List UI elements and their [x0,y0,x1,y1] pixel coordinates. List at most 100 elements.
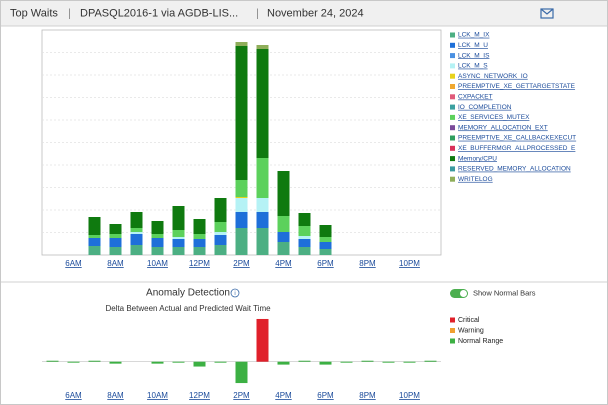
bar-segment [88,246,101,255]
legend-swatch [450,114,455,120]
bar-segment [88,235,101,238]
bar-segment [193,239,206,247]
legend-label[interactable]: LCK_M_IX [458,32,490,39]
legend-label[interactable]: LCK_M_S [458,63,488,70]
legend-swatch [450,338,455,344]
legend-swatch [450,104,455,110]
bar-segment [319,249,332,255]
bar-segment [319,237,332,242]
legend-label[interactable]: Memory/CPU [458,155,497,162]
header-separator: | [68,7,71,19]
legend-label[interactable]: XE_BUFFERMGR_ALLPROCESSED_E [458,145,576,152]
anomaly-subtitle: Delta Between Actual and Predicted Wait … [105,304,271,313]
bar-segment [256,158,269,198]
legend-swatch [450,166,455,172]
legend-swatch [450,317,455,323]
toggle-knob[interactable] [460,290,467,297]
x-tick-label[interactable]: 4PM [275,391,292,400]
bar-segment [277,171,290,216]
bar-segment [109,247,122,255]
x-tick-label[interactable]: 8AM [107,391,124,400]
x-tick-label[interactable]: 8PM [359,391,376,400]
legend-label[interactable]: PREEMPTIVE_XE_CALLBACKEXECUT [458,135,576,142]
bar-segment [130,228,143,232]
bar-segment [172,206,185,230]
legend-label[interactable]: ASYNC_NETWORK_IO [458,73,528,80]
bar-segment [298,247,311,255]
legend-label[interactable]: PREEMPTIVE_XE_GETTARGETSTATE [458,83,576,90]
x-tick-label[interactable]: 12PM [189,391,210,400]
header-date: November 24, 2024 [267,7,364,19]
x-tick-label[interactable]: 6AM [65,391,82,400]
legend-label[interactable]: RESERVED_MEMORY_ALLOCATION [458,166,571,173]
bar-segment [151,247,164,255]
info-icon[interactable] [230,288,240,298]
bar-segment [214,222,227,232]
legend-label[interactable]: IO_COMPLETION [458,104,512,111]
bar-segment [109,224,122,234]
x-tick-label[interactable]: 10AM [147,391,168,400]
toggle-label[interactable]: Show Normal Bars [473,288,536,297]
bar-segment [298,226,311,236]
legend-swatch [450,328,455,333]
bar-segment [235,228,248,255]
header-bar [1,1,607,26]
bar-segment [193,219,206,234]
bar-segment [172,247,185,255]
x-tick-label[interactable]: 8PM [359,259,376,268]
bar-segment [109,361,122,364]
x-tick-label[interactable]: 10AM [147,259,168,268]
legend-label[interactable]: LCK_M_U [458,42,488,49]
legend-swatch [450,73,455,79]
legend-swatch [450,156,455,162]
bar-segment [256,198,269,212]
x-tick-label[interactable]: 6AM [65,259,82,268]
bar-segment [235,197,248,198]
bar-segment [130,245,143,255]
bar-segment [193,247,206,255]
x-tick-label[interactable]: 10PM [399,391,420,400]
bar-segment [46,360,59,362]
bar-segment [130,232,143,234]
bar-segment [256,228,269,255]
x-tick-label[interactable]: 6PM [317,391,334,400]
mail-icon[interactable] [540,8,554,19]
x-tick-label[interactable]: 12PM [189,259,210,268]
x-tick-label[interactable]: 2PM [233,259,250,268]
legend-swatch [450,63,455,69]
bar-segment [235,198,248,212]
bar-segment [172,230,185,237]
bar-segment [151,361,164,364]
bar-segment [235,180,248,197]
mail-icon-body[interactable] [540,8,554,19]
bar-segment [193,361,206,367]
bar-segment [277,232,290,242]
bar-segment [214,232,227,235]
bar-segment [130,212,143,228]
bar-segment [319,225,332,237]
legend-label[interactable]: WRITELOG [458,176,493,183]
bar-segment [214,245,227,255]
legend-label[interactable]: XE_SERVICES_MUTEX [458,114,530,121]
legend-swatch [450,32,455,38]
legend-label[interactable]: MEMORY_ALLOCATION_EXT [458,124,548,131]
x-tick-label[interactable]: 2PM [233,391,250,400]
bar-segment [403,361,416,363]
mail-icon-flap[interactable] [540,8,554,15]
bar-segment [319,361,332,365]
x-tick-label[interactable]: 4PM [275,259,292,268]
bar-segment [235,46,248,180]
legend-label[interactable]: LCK_M_IS [458,52,490,59]
bar-segment [193,234,206,239]
x-tick-label[interactable]: 6PM [317,259,334,268]
x-tick-label[interactable]: 10PM [399,259,420,268]
bar-segment [214,361,227,363]
bar-segment [382,361,395,363]
legend-label[interactable]: CXPACKET [458,94,493,101]
info-icon-glyph[interactable]: i [234,291,235,297]
bar-segment [172,361,185,363]
bar-segment [298,239,311,247]
x-tick-label[interactable]: 8AM [107,259,124,268]
legend-swatch [450,84,455,89]
bar-segment [424,360,437,362]
